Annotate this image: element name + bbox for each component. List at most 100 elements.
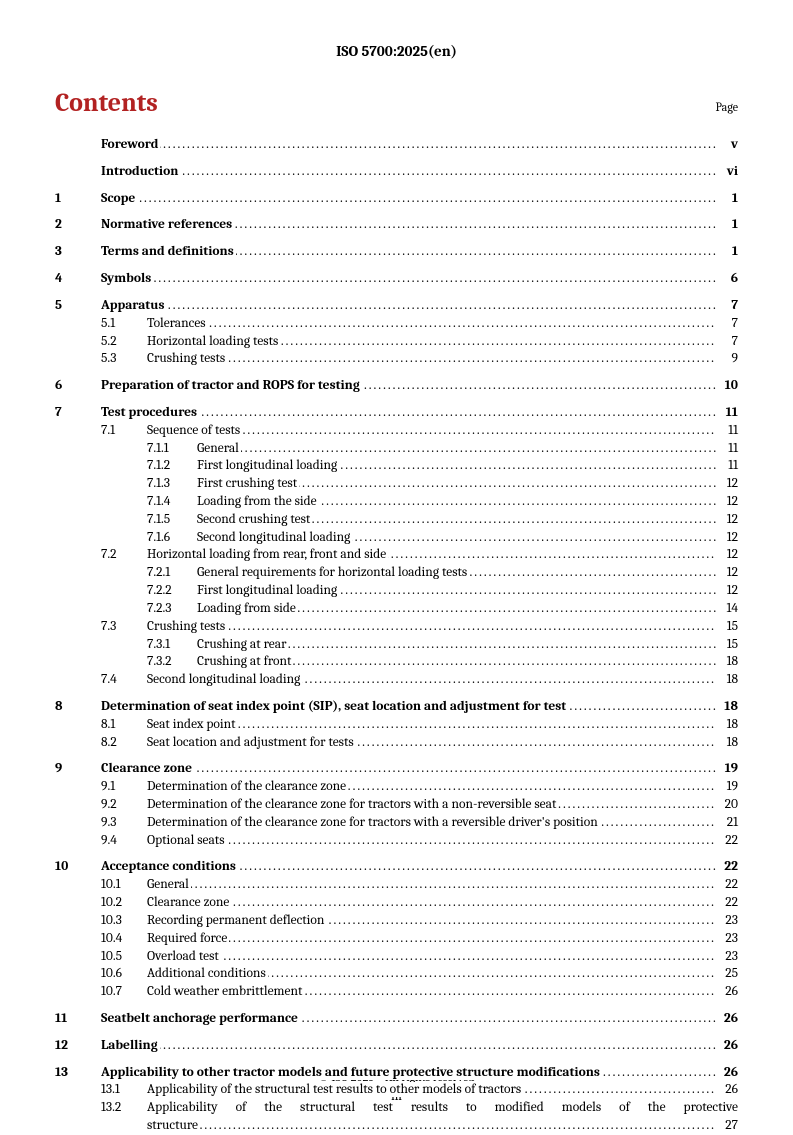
toc-section-number: 8	[55, 698, 101, 716]
toc-entry: 10.6Additional conditions25	[55, 965, 738, 983]
toc-subsection-number: 10.7	[101, 983, 147, 1001]
toc-subsection-number: 7.2	[101, 546, 147, 564]
toc-entry: 6Preparation of tractor and ROPS for tes…	[55, 377, 738, 395]
toc-entry: 7.2.1General requirements for horizontal…	[55, 564, 738, 582]
toc-subsubsection-number: 7.2.1	[147, 564, 197, 582]
toc-entry-title: Labelling	[101, 1037, 716, 1055]
toc-entry-title: Terms and definitions	[101, 243, 716, 261]
toc-entry: 10.5Overload test23	[55, 948, 738, 966]
toc-entry: Forewordv	[55, 136, 738, 154]
toc-entry-page: 23	[716, 948, 738, 966]
toc-entry-page: 26	[716, 983, 738, 1001]
toc-entry: 7.1.4Loading from the side12	[55, 493, 738, 511]
toc-entry: 7.3.2Crushing at front18	[55, 653, 738, 671]
toc-entry: 7.1.6Second longitudinal loading12	[55, 529, 738, 547]
toc-entry: 7.1.2First longitudinal loading11	[55, 457, 738, 475]
toc-entry-page: 25	[716, 965, 738, 983]
toc-entry: 7.1.3First crushing test12	[55, 475, 738, 493]
toc-entry: 13.2Applicability of the structural test…	[55, 1099, 738, 1135]
toc-entry: 9.1Determination of the clearance zone19	[55, 778, 738, 796]
toc-entry-page: 12	[716, 564, 738, 582]
toc-subsubsection-number: 7.3.1	[147, 636, 197, 654]
toc-entry: 8Determination of seat index point (SIP)…	[55, 698, 738, 716]
toc-entry: 10.7Cold weather embrittlement26	[55, 983, 738, 1001]
toc-entry-page: 19	[716, 760, 738, 778]
toc-subsection-number: 10.6	[101, 965, 147, 983]
toc-entry: 4Symbols6	[55, 270, 738, 288]
toc-entry-title: Crushing at front	[197, 653, 716, 671]
toc-entry: 10.2Clearance zone22	[55, 894, 738, 912]
toc-subsection-number: 8.2	[101, 734, 147, 752]
toc-entry: 5.2Horizontal loading tests7	[55, 333, 738, 351]
toc-entry-page: 11	[716, 440, 738, 458]
toc-entry-page: 1	[716, 243, 738, 261]
toc-entry-page: 14	[716, 600, 738, 618]
toc-entry-title: Second longitudinal loading	[197, 529, 716, 547]
toc-subsubsection-number: 7.1.5	[147, 511, 197, 529]
toc-entry-page: 19	[716, 778, 738, 796]
toc-subsection-number: 9.1	[101, 778, 147, 796]
toc-entry-title: Introduction	[101, 163, 716, 181]
toc-entry-page: 9	[716, 350, 738, 368]
toc-subsection-number: 5.2	[101, 333, 147, 351]
toc-entry-page: 12	[716, 546, 738, 564]
toc-entry-title: General	[197, 440, 716, 458]
toc-entry-page: 22	[716, 876, 738, 894]
toc-section-number: 1	[55, 190, 101, 208]
toc-entry-page: 18	[716, 671, 738, 689]
toc-entry-title: Overload test	[147, 948, 716, 966]
toc-entry-page: 26	[716, 1010, 738, 1028]
toc-entry-title: First crushing test	[197, 475, 716, 493]
toc-entry-title: Clearance zone	[147, 894, 716, 912]
toc-entry-title: Sequence of tests	[147, 422, 716, 440]
toc-entry-page: 21	[716, 814, 738, 832]
toc-subsection-number: 10.3	[101, 912, 147, 930]
toc-entry-page: 6	[716, 270, 738, 288]
toc-entry: 7.2Horizontal loading from rear, front a…	[55, 546, 738, 564]
toc-entry: 5Apparatus7	[55, 297, 738, 315]
toc-entry-title: Determination of seat index point (SIP),…	[101, 698, 716, 716]
toc-entry-title: Applicability of the structural test res…	[147, 1099, 738, 1135]
page-column-label: Page	[716, 100, 738, 114]
toc-entry-page: 20	[716, 796, 738, 814]
toc-entry-page: 22	[716, 894, 738, 912]
toc-entry: 7.4Second longitudinal loading18	[55, 671, 738, 689]
toc-entry-title: Second crushing test	[197, 511, 716, 529]
toc-entry-page: vi	[716, 163, 738, 181]
toc-entry-page: 11	[716, 422, 738, 440]
document-header: ISO 5700:2025(en)	[55, 42, 738, 60]
toc-entry-title: Horizontal loading tests	[147, 333, 716, 351]
toc-subsubsection-number: 7.2.3	[147, 600, 197, 618]
page-container: ISO 5700:2025(en) Contents Page Foreword…	[0, 0, 793, 1122]
contents-title: Contents	[55, 88, 158, 118]
toc-entry-title: Loading from the side	[197, 493, 716, 511]
toc-subsection-number: 10.1	[101, 876, 147, 894]
toc-subsection-number: 5.3	[101, 350, 147, 368]
toc-subsubsection-number: 7.1.2	[147, 457, 197, 475]
toc-entry-page: 11	[716, 404, 738, 422]
toc-entry: 7.2.3Loading from side14	[55, 600, 738, 618]
toc-section-number: 9	[55, 760, 101, 778]
toc-subsection-number: 8.1	[101, 716, 147, 734]
toc-entry-page: 10	[716, 377, 738, 395]
toc-entry-title: Additional conditions	[147, 965, 716, 983]
toc-subsubsection-number: 7.1.3	[147, 475, 197, 493]
toc-entry: Introductionvi	[55, 163, 738, 181]
toc-entry-title: Symbols	[101, 270, 716, 288]
toc-entry: 1Scope1	[55, 190, 738, 208]
toc-entry-page: 22	[716, 858, 738, 876]
toc-section-number: 10	[55, 858, 101, 876]
toc-entry: 7.1.5Second crushing test12	[55, 511, 738, 529]
table-of-contents: ForewordvIntroductionvi1Scope12Normative…	[55, 136, 738, 1135]
toc-entry-page: 12	[716, 582, 738, 600]
toc-entry-page: 18	[716, 698, 738, 716]
toc-entry-page: 12	[716, 475, 738, 493]
toc-subsection-number: 5.1	[101, 315, 147, 333]
toc-subsection-number: 10.2	[101, 894, 147, 912]
toc-subsection-number: 9.2	[101, 796, 147, 814]
toc-entry-page: 7	[716, 333, 738, 351]
toc-entry-page: 18	[716, 653, 738, 671]
toc-entry-title: First longitudinal loading	[197, 582, 716, 600]
toc-entry-title: Crushing tests	[147, 618, 716, 636]
toc-entry-page: 15	[716, 618, 738, 636]
